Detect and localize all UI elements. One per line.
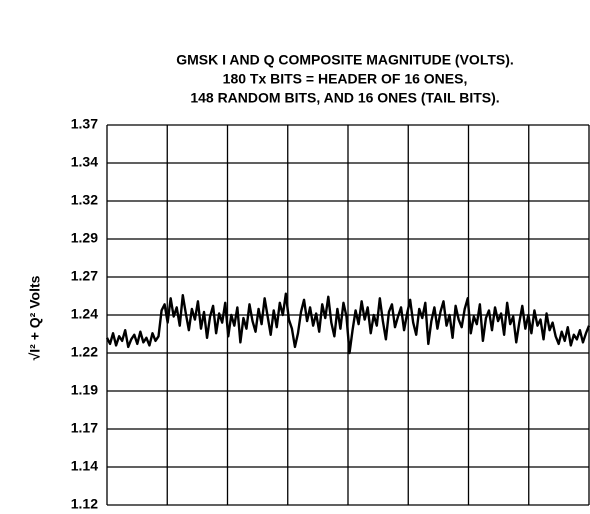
y-tick-label: 1.24: [71, 306, 98, 322]
y-tick-label: 1.37: [71, 116, 98, 132]
chart-subtitle: 180 Tx BITS = HEADER OF 16 ONES,: [223, 71, 468, 87]
y-tick-label: 1.29: [71, 230, 98, 246]
y-tick-label: 1.14: [71, 458, 98, 474]
y-tick-label: 1.32: [71, 192, 98, 208]
y-tick-label: 1.27: [71, 268, 98, 284]
data-line: [105, 292, 590, 355]
y-tick-label: 1.12: [71, 496, 98, 512]
y-tick-label: 1.19: [71, 382, 98, 398]
y-tick-label: 1.34: [71, 154, 98, 170]
chart-subtitle: 148 RANDOM BITS, AND 16 ONES (TAIL BITS)…: [190, 90, 499, 106]
y-tick-label: 1.22: [71, 344, 98, 360]
y-tick-label: 1.17: [71, 420, 98, 436]
y-axis-label: √I² + Q² Volts: [27, 275, 43, 360]
chart-title: GMSK I AND Q COMPOSITE MAGNITUDE (VOLTS)…: [176, 52, 514, 68]
